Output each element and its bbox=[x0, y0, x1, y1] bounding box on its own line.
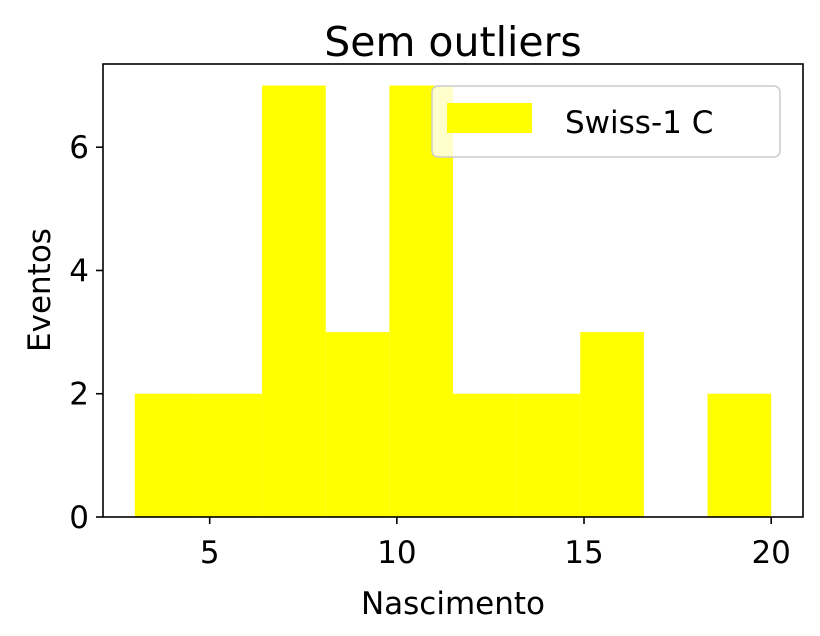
histogram-bar-1 bbox=[198, 393, 263, 517]
y-tick-label: 6 bbox=[69, 130, 89, 166]
legend-swatch bbox=[447, 103, 532, 133]
histogram-bar-9 bbox=[707, 393, 772, 517]
histogram-bar-0 bbox=[134, 393, 199, 517]
x-tick-label: 5 bbox=[200, 535, 220, 571]
x-axis-label: Nascimento bbox=[361, 586, 545, 622]
y-axis-label: Eventos bbox=[22, 228, 58, 352]
legend: Swiss-1 C bbox=[431, 85, 781, 158]
y-axis-ticks: 0 2 4 6 bbox=[69, 130, 103, 536]
x-tick-label: 20 bbox=[751, 535, 790, 571]
histogram-bar-2 bbox=[262, 85, 326, 518]
x-tick-label: 10 bbox=[377, 535, 416, 571]
histogram-bar-5 bbox=[453, 393, 517, 517]
y-tick-label: 2 bbox=[69, 377, 89, 413]
y-tick-label: 4 bbox=[69, 253, 89, 289]
histogram-bar-3 bbox=[325, 332, 390, 517]
y-tick-label: 0 bbox=[69, 500, 89, 536]
legend-label: Swiss-1 C bbox=[565, 105, 713, 141]
chart-title: Sem outliers bbox=[324, 18, 582, 66]
histogram-bar-7 bbox=[580, 332, 644, 517]
x-axis-ticks: 5 10 15 20 bbox=[200, 517, 791, 571]
x-tick-label: 15 bbox=[564, 535, 603, 571]
plot-frame bbox=[102, 63, 804, 518]
bars-group bbox=[134, 85, 772, 518]
histogram-bar-6 bbox=[516, 393, 581, 517]
